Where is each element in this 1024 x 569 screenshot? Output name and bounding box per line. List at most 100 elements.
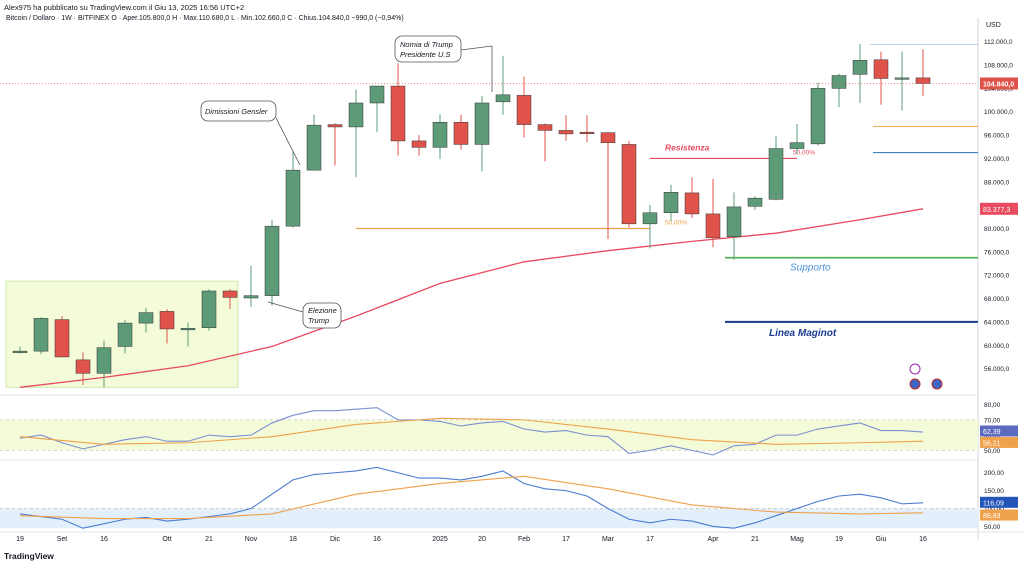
last-price-label: 104.840,0 [983, 81, 1014, 88]
time-tick-label: 20 [478, 536, 486, 543]
candle-down [516, 95, 532, 125]
rsi-value-tag [980, 425, 1018, 437]
candle-up [180, 328, 196, 331]
last-price-tag [980, 77, 1018, 90]
candle-up [12, 350, 28, 353]
rsi-signal-tag [980, 436, 1018, 448]
time-tick-label: 2025 [432, 536, 448, 543]
time-tick-label: 18 [289, 536, 297, 543]
time-tick-label: 19 [835, 536, 843, 543]
candle-up [474, 102, 490, 145]
support-label: Supporto [790, 263, 831, 274]
time-tick-label: Dic [330, 536, 341, 543]
candle-up [642, 212, 658, 225]
candle-up [810, 88, 826, 145]
osc-tick-label: 100,00 [984, 506, 1004, 513]
time-tick-label: 16 [100, 536, 108, 543]
candle-up [852, 60, 868, 75]
candle-up [663, 192, 679, 214]
time-tick-label: Apr [708, 536, 720, 543]
candle-down [684, 192, 700, 215]
price-tick-label: 108.000,0 [984, 63, 1013, 70]
candle-up [96, 347, 112, 374]
candle-up [348, 102, 364, 128]
time-tick-label: Mar [602, 536, 615, 543]
candle-up [495, 94, 511, 103]
rsi-signal-line [19, 417, 924, 445]
oscillator-line [19, 466, 924, 529]
candle-down [159, 311, 175, 330]
candle-up [201, 290, 217, 329]
candle-up [285, 169, 301, 227]
osc-tick-label: 200,00 [984, 470, 1004, 477]
flag-icon [909, 378, 921, 390]
time-tick-label: 17 [562, 536, 570, 543]
time-tick-label: 21 [205, 536, 213, 543]
candle-up [369, 85, 385, 104]
time-tick-label: Mag [790, 536, 804, 543]
price-tick-label: 92.000,0 [984, 156, 1010, 163]
rsi-signal-label: 56,21 [983, 440, 1001, 447]
candle-down [222, 290, 238, 298]
callout-box-trump-nomination [394, 35, 462, 63]
time-tick-label: 21 [751, 536, 759, 543]
rsi-tick-label: 50,00 [984, 448, 1001, 455]
candle-up [789, 142, 805, 149]
callout-box-gensler [200, 100, 277, 122]
price-tick-label: 64.000,0 [984, 319, 1010, 326]
brand-text: TradingView [4, 551, 54, 561]
candle-down [75, 359, 91, 374]
symbol-info-line: Bitcoin / Dollaro · 1W · BITFINEX O · Ap… [6, 15, 404, 22]
candle-down [537, 124, 553, 131]
event-icon [909, 363, 921, 375]
candle-up [138, 312, 154, 324]
candle-up [747, 197, 763, 207]
callout-text-line: Elezione [308, 306, 337, 315]
callout-text-line: Trump [308, 316, 329, 325]
time-tick-label: Nov [245, 536, 258, 543]
rsi-tick-label: 80,00 [984, 402, 1001, 409]
oscillator-signal-line [19, 475, 924, 520]
time-tick-label: Giu [876, 536, 887, 543]
rsi-line [19, 407, 924, 456]
candle-down [390, 85, 406, 142]
candle-up [432, 122, 448, 148]
candle-up [264, 225, 280, 296]
rsi-value-label: 62,39 [983, 429, 1001, 436]
osc-signal-tag [980, 509, 1018, 521]
candle-up [243, 295, 259, 299]
price-tick-label: 80.000,0 [984, 226, 1010, 233]
price-tick-label: 68.000,0 [984, 296, 1010, 303]
ma-price-tag [980, 202, 1018, 215]
candle-down [600, 132, 616, 143]
candle-down [915, 77, 931, 84]
osc-signal-label: 88,83 [983, 513, 1001, 520]
candle-down [453, 122, 469, 145]
price-tick-label: 60.000,0 [984, 343, 1010, 350]
fib-50-label: 50,00% [665, 220, 687, 227]
osc-value-tag [980, 496, 1018, 508]
time-tick-label: Ott [162, 536, 171, 543]
candle-down [54, 319, 70, 358]
time-tick-label: 17 [646, 536, 654, 543]
flag-icon [931, 378, 943, 390]
candle-up [768, 148, 784, 200]
time-tick-label: Set [57, 536, 68, 543]
osc-tick-label: 50,00 [984, 524, 1001, 531]
osc-tick-label: 150,00 [984, 488, 1004, 495]
rsi-band [0, 419, 978, 451]
price-tick-label: 112.000,0 [984, 39, 1013, 46]
candle-up [33, 318, 49, 352]
maginot-label: Linea Maginot [769, 328, 837, 339]
callout-text-line: Presidente U.S [400, 50, 450, 59]
candle-up [117, 322, 133, 347]
time-tick-label: Feb [518, 536, 530, 543]
price-tick-label: 76.000,0 [984, 249, 1010, 256]
moving-average-line [19, 208, 924, 388]
time-tick-label: 19 [16, 536, 24, 543]
candle-down [558, 130, 574, 135]
candle-up [726, 206, 742, 237]
fib-50-resistance-label: 50,00% [793, 149, 815, 156]
